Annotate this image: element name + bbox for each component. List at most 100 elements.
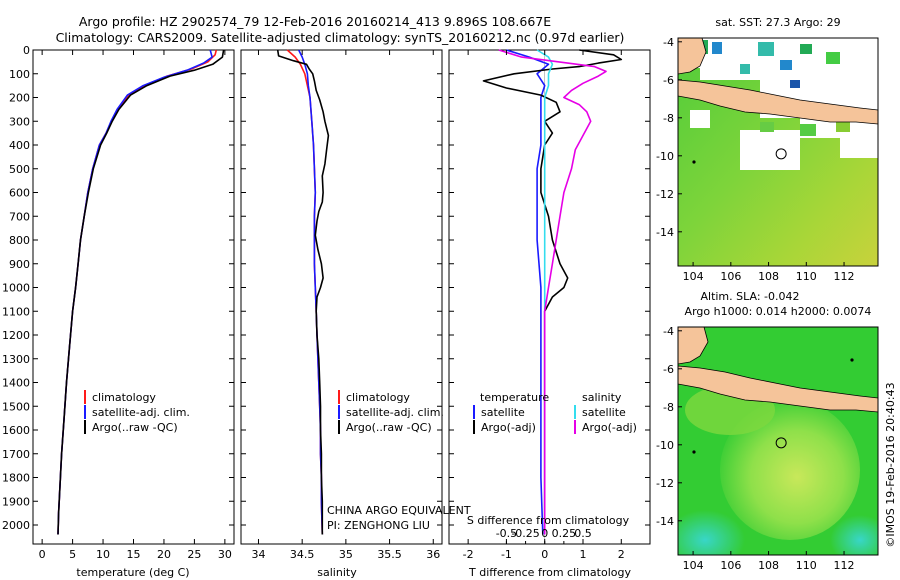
depth-tick-label: 1300 [2,353,30,366]
x-tick-label: 5 [69,548,76,561]
x-tick-label: -2 [463,548,474,561]
depth-tick-label: 700 [9,210,30,223]
lat-tick-label: -10 [656,150,674,163]
x-tick-label: 15 [127,548,141,561]
x-tick-label: 0 [541,548,548,561]
lon-tick-label: 112 [834,270,855,283]
sla-high-anomaly [720,400,860,540]
sla-low-anomaly [830,515,878,555]
sst-map-frame [677,37,879,267]
float-position-marker [775,437,787,449]
depth-tick-label: 800 [9,234,30,247]
depth-tick-label: 500 [9,163,30,176]
series-line-t-satellite [506,49,550,535]
depth-tick-label: 1900 [2,495,30,508]
sst-map-title: sat. SST: 27.3 Argo: 29 [715,16,840,29]
temperature-xlabel: temperature (deg C) [76,566,189,579]
lon-tick-label: 108 [758,270,779,283]
float-position-marker [775,148,787,160]
x-tick-label: 30 [218,548,232,561]
sla-map: Altim. SLA: -0.042 Argo h1000: 0.014 h20… [656,290,879,572]
lon-tick-label: 108 [758,559,779,572]
legend-argo-label: Argo(..raw -QC) [346,421,432,434]
lat-tick-label: -6 [663,74,674,87]
land-java [678,79,878,125]
difference-panel: -2 -1 0 1 2 -0.5-0.25 0 0.250.5 T difference fr… [448,49,651,579]
x-tick-label: 0 [39,548,46,561]
depth-tick-label: 600 [9,187,30,200]
lat-tick-label: -4 [663,36,674,49]
depth-tick-label: 1700 [2,448,30,461]
series-line-climatology [286,49,324,535]
figure-title-line2: Climatology: CARS2009. Satellite-adjuste… [56,30,625,45]
difference-inner-title: S difference from climatology [467,514,630,527]
lon-tick-label: 104 [683,559,704,572]
x-tick-label: 34 [251,548,265,561]
figure-title-line1: Argo profile: HZ 2902574_79 12-Feb-2016 … [79,14,551,29]
depth-tick-label: 900 [9,258,30,271]
series-line-s-argo-adj- [498,49,607,535]
x-tick-label: 25 [187,548,201,561]
legend-t-argo-label: Argo(-adj) [481,421,536,434]
lat-tick-label: -14 [656,226,674,239]
depth-tick-label: 1200 [2,329,30,342]
legend-temperature-heading: temperature [480,391,549,404]
legend-argo-label: Argo(..raw -QC) [92,421,178,434]
legend-salinity-heading: salinity [582,391,622,404]
lat-tick-label: -12 [656,477,674,490]
x-tick-label: 1 [580,548,587,561]
sla-map-subtitle: Argo h1000: 0.014 h2000: 0.0074 [685,305,872,318]
lon-tick-label: 110 [796,270,817,283]
lat-tick-label: -14 [656,515,674,528]
lon-tick-label: 104 [683,270,704,283]
series-line-satellite-adj-clim- [57,49,213,535]
lon-tick-label: 112 [834,559,855,572]
temperature-axes-frame [32,49,235,545]
sla-map-title: Altim. SLA: -0.042 [700,290,799,303]
imos-credit: ©IMOS 19-Feb-2016 20:40:43 [884,382,897,547]
lat-tick-label: -12 [656,188,674,201]
lon-tick-label: 110 [796,559,817,572]
depth-tick-label: 2000 [2,519,30,532]
x-tick-label: 34.5 [290,548,315,561]
depth-tick-label: 200 [9,92,30,105]
legend-t-satellite-label: satellite [481,406,525,419]
depth-tick-label: 1100 [2,305,30,318]
salinity-panel: 34 34.5 35 35.5 36 salinity climatology sate… [240,49,471,579]
depth-tick-label: 1800 [2,472,30,485]
land-sumatra [678,38,707,75]
x-tick-label: 2 [618,548,625,561]
land-java [678,365,878,413]
legend-satellite-label: satellite-adj. clim. [92,406,190,419]
lat-tick-label: -10 [656,439,674,452]
sla-low-anomaly [678,510,745,555]
legend-climatology-label: climatology [92,391,156,404]
lon-tick-label: 106 [720,270,741,283]
island-dot [692,450,696,454]
depth-tick-label: 400 [9,139,30,152]
difference-axes-frame [448,49,651,545]
sst-pixels [694,40,850,136]
sla-map-frame [677,326,879,556]
x-tick-label: 35 [339,548,353,561]
legend-s-argo-label: Argo(-adj) [582,421,637,434]
sst-map: sat. SST: 27.3 Argo: 29 [656,16,879,283]
x2-tick-label: 0.25 [552,527,577,540]
series-line-argo-raw-qc- [276,49,330,535]
depth-tick-label: 300 [9,115,30,128]
legend-s-satellite-label: satellite [582,406,626,419]
depth-tick-label: 1000 [2,282,30,295]
lat-tick-label: -8 [663,112,674,125]
depth-tick-label: 1500 [2,400,30,413]
depth-tick-label: 1600 [2,424,30,437]
depth-tick-label: 100 [9,68,30,81]
legend-satellite-label: satellite-adj. clim. [346,406,444,419]
series-line-argo-raw-qc- [57,49,225,535]
x-tick-label: 10 [96,548,110,561]
salinity-xlabel: salinity [317,566,357,579]
lat-tick-label: -6 [663,363,674,376]
legend-climatology-label: climatology [346,391,410,404]
x-tick-label: 36 [426,548,440,561]
series-line-t-argo-adj- [482,49,623,535]
